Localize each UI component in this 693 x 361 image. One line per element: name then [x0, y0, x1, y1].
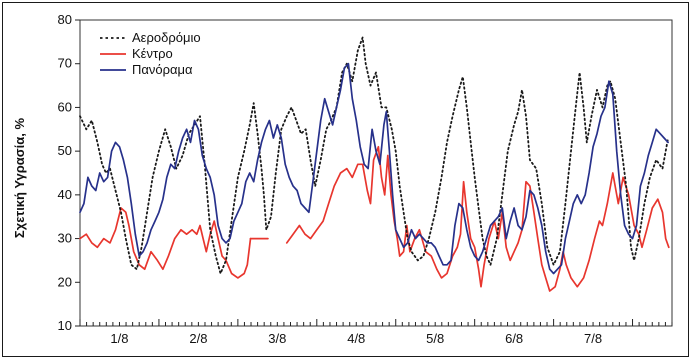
legend-label-airport: Αεροδρόμιο [132, 30, 201, 45]
series-line-center-part-1 [79, 207, 252, 279]
legend-label-center: Κέντρο [132, 46, 173, 61]
y-axis-label: Σχετική Υγρασία, % [12, 118, 27, 239]
x-tick-label: 4/8 [347, 331, 365, 346]
series-line-airport [79, 36, 669, 275]
y-tick-label: 40 [58, 187, 72, 202]
x-tick-label: 7/8 [584, 331, 602, 346]
y-tick-label: 20 [58, 274, 72, 289]
chart-frame [2, 2, 689, 357]
x-tick-label: 1/8 [110, 331, 128, 346]
series-line-center-part-3 [285, 145, 670, 292]
y-tick-label: 70 [58, 56, 72, 71]
y-tick-label: 80 [58, 12, 72, 27]
x-tick-label: 2/8 [189, 331, 207, 346]
series-line-panorama [79, 62, 669, 275]
y-tick-label: 60 [58, 99, 72, 114]
y-tick-label: 50 [58, 143, 72, 158]
legend-label-panorama: Πανόραμα [132, 62, 193, 77]
x-tick-label: 3/8 [268, 331, 286, 346]
y-tick-label: 10 [58, 318, 72, 333]
x-tick-label: 5/8 [426, 331, 444, 346]
x-tick-label: 6/8 [505, 331, 523, 346]
y-tick-label: 30 [58, 231, 72, 246]
